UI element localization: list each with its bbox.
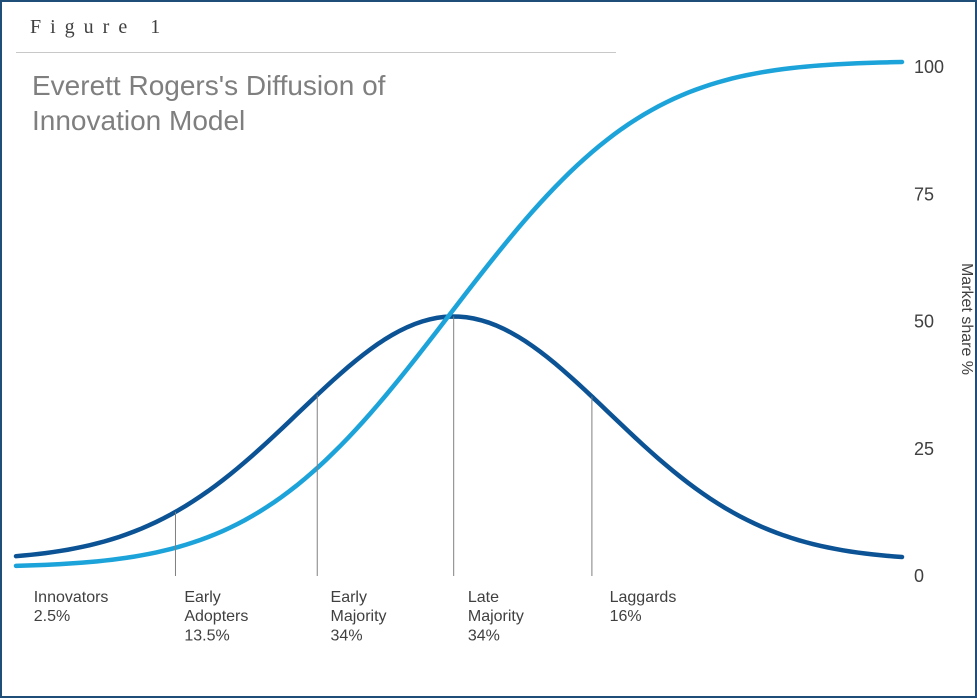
category-label: Majority: [468, 608, 524, 625]
figure-frame: Figure 1 Everett Rogers's Diffusion of I…: [0, 0, 977, 698]
category-label: Early: [331, 589, 367, 606]
category-label: Innovators: [34, 589, 109, 606]
category-label: Late: [468, 589, 499, 606]
category-value: 2.5%: [34, 608, 70, 625]
y-tick-label: 75: [914, 184, 934, 204]
diffusion-chart: 0 25 50 75 100 Market share % Innovators 2.5% Ea…: [2, 2, 977, 700]
y-tick-label: 0: [914, 566, 924, 586]
y-tick-label: 25: [914, 439, 934, 459]
y-axis-title: Market share %: [958, 263, 975, 375]
y-tick-label: 50: [914, 312, 934, 332]
category-label: Majority: [331, 608, 387, 625]
category-label: Adopters: [184, 608, 248, 625]
category-value: 34%: [468, 627, 500, 644]
category-value: 34%: [331, 627, 363, 644]
bell-curve: [16, 316, 902, 557]
category-value: 13.5%: [184, 627, 229, 644]
category-label: Early: [184, 589, 220, 606]
y-tick-label: 100: [914, 57, 944, 77]
category-value: 16%: [610, 608, 642, 625]
category-label: Laggards: [610, 589, 677, 606]
s-curve: [16, 62, 902, 566]
